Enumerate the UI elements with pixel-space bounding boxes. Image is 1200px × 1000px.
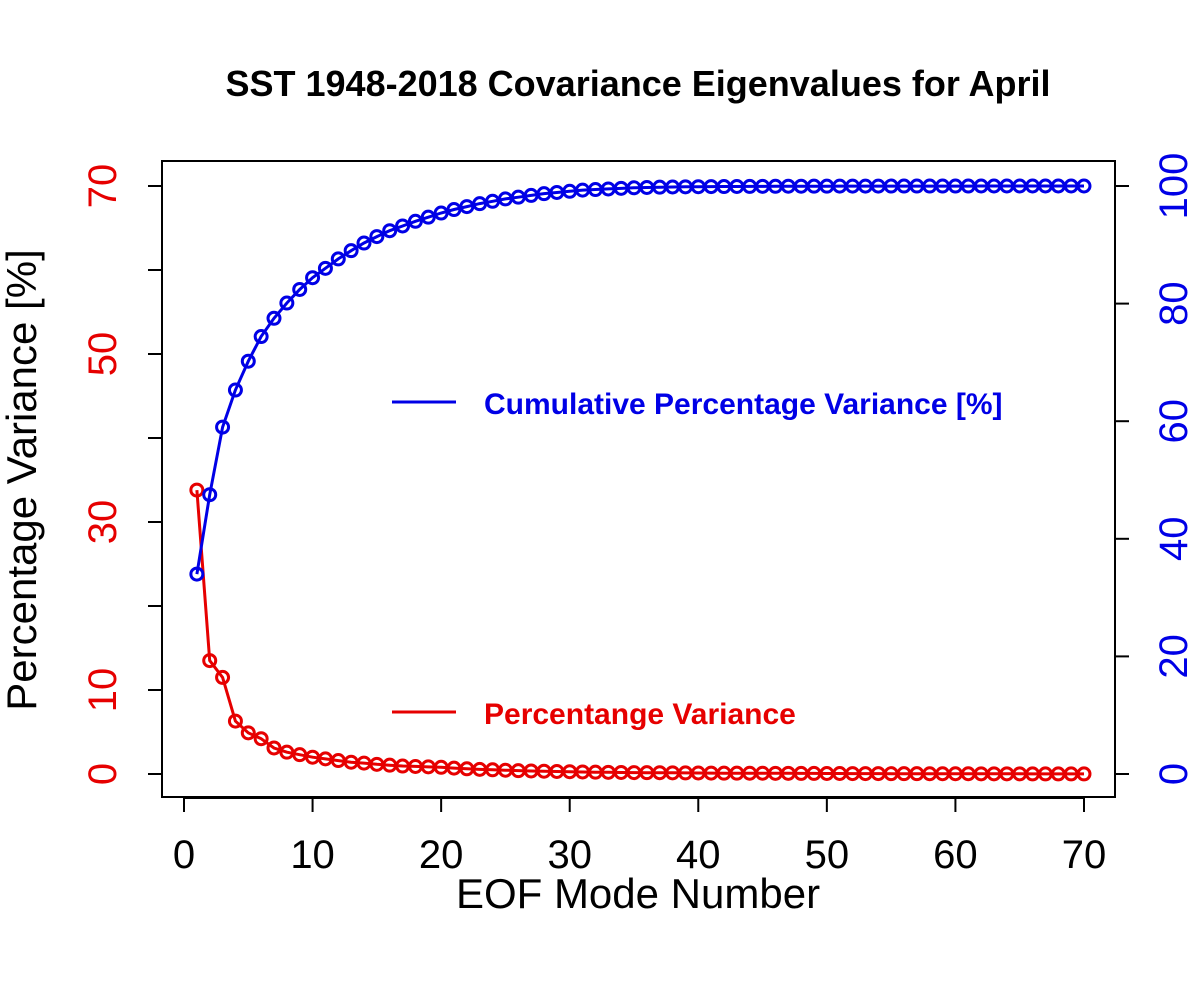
- y-right-tick-label: 100: [1152, 153, 1196, 220]
- y-left-tick-label: 70: [81, 164, 125, 209]
- percentage-variance-point: [253, 731, 269, 747]
- x-tick-label: 60: [933, 833, 978, 877]
- y-left-tick-label: 0: [81, 763, 125, 785]
- x-tick-label: 0: [173, 833, 195, 877]
- x-axis-label: EOF Mode Number: [456, 870, 820, 917]
- cumulative-variance-point: [369, 229, 385, 245]
- cumulative-variance-point: [420, 209, 436, 225]
- x-axis: 0 10 20 30 40 50 60 70: [173, 797, 1107, 877]
- legend-percentage-label: Percentange Variance: [484, 698, 796, 731]
- legend: Cumulative Percentage Variance [%] Percen…: [392, 388, 1003, 731]
- y-left-tick-label: 50: [81, 332, 125, 377]
- cumulative-variance-point: [395, 218, 411, 234]
- chart-title: SST 1948-2018 Covariance Eigenvalues for…: [225, 63, 1050, 104]
- cumulative-variance-point: [382, 223, 398, 239]
- x-tick-label: 70: [1062, 833, 1107, 877]
- cumulative-variance-point: [279, 295, 295, 311]
- cumulative-variance-series: [189, 178, 1092, 582]
- percentage-variance-point: [240, 725, 256, 741]
- cumulative-variance-point: [433, 205, 449, 221]
- percentage-variance-point: [1076, 766, 1092, 782]
- percentage-variance-line: [195, 489, 1084, 776]
- cumulative-variance-point: [266, 310, 282, 326]
- percentage-variance-series: [189, 482, 1092, 782]
- cumulative-variance-point: [253, 329, 269, 345]
- cumulative-variance-line: [195, 184, 1084, 575]
- cumulative-variance-point: [202, 487, 218, 503]
- cumulative-variance-point: [189, 566, 205, 582]
- cumulative-variance-point: [227, 382, 243, 398]
- x-tick-label: 50: [805, 833, 850, 877]
- x-tick-label: 20: [419, 833, 464, 877]
- percentage-variance-point: [266, 740, 282, 756]
- cumulative-variance-point: [1076, 178, 1092, 194]
- x-tick-label: 40: [676, 833, 721, 877]
- y-right-axis: 0 20 40 60 80 100: [1114, 153, 1196, 785]
- y-left-tick-label: 30: [81, 500, 125, 545]
- series-layer: [189, 178, 1092, 782]
- y-right-tick-label: 0: [1152, 763, 1196, 785]
- x-tick-label: 30: [547, 833, 592, 877]
- cumulative-variance-point: [215, 419, 231, 435]
- cumulative-variance-point: [317, 260, 333, 276]
- percentage-variance-point: [227, 713, 243, 729]
- cumulative-variance-point: [305, 270, 321, 286]
- y-left-axis: 0 10 30 50 70: [81, 164, 163, 785]
- percentage-variance-point: [202, 653, 218, 669]
- cumulative-variance-point: [330, 251, 346, 267]
- percentage-variance-point: [189, 482, 205, 498]
- cumulative-variance-point: [240, 353, 256, 369]
- cumulative-variance-point: [356, 235, 372, 251]
- y-right-tick-label: 60: [1152, 399, 1196, 444]
- cumulative-variance-point: [407, 213, 423, 229]
- x-tick-label: 10: [290, 833, 335, 877]
- y-right-tick-label: 80: [1152, 281, 1196, 326]
- y-left-tick-label: 10: [81, 668, 125, 713]
- y-right-tick-label: 20: [1152, 634, 1196, 679]
- y-left-axis-label: Percentage Variance [%]: [0, 249, 45, 711]
- cumulative-variance-point: [292, 281, 308, 297]
- cumulative-variance-point: [343, 243, 359, 259]
- percentage-variance-point: [215, 669, 231, 685]
- y-right-tick-label: 40: [1152, 517, 1196, 562]
- legend-cumulative-label: Cumulative Percentage Variance [%]: [484, 388, 1003, 421]
